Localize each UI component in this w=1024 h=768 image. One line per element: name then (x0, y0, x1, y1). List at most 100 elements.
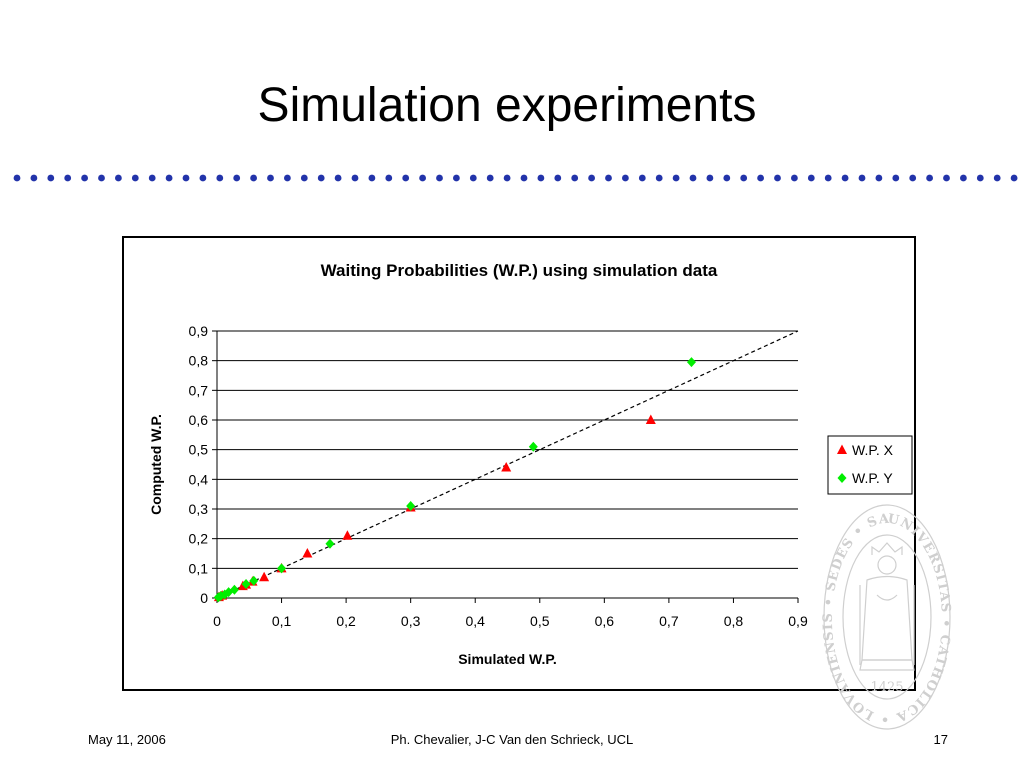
data-point-wp-y (224, 587, 234, 598)
y-tick-label: 0,9 (189, 323, 209, 339)
divider-dot (622, 174, 629, 182)
divider-dot (740, 174, 748, 182)
divider-dot (554, 174, 562, 182)
divider-dot (436, 174, 443, 182)
divider-dot (115, 174, 122, 182)
divider-dot (841, 174, 849, 182)
y-tick-label: 0,6 (189, 412, 209, 428)
divider-dot (98, 174, 105, 182)
divider-dot (943, 174, 950, 182)
x-axis-label: Simulated W.P. (458, 651, 557, 667)
divider-dot (909, 174, 917, 182)
divider-dot (672, 174, 680, 182)
divider-dot (182, 174, 190, 182)
dotted-divider (13, 174, 1018, 182)
divider-dot (486, 174, 494, 182)
y-tick-label: 0,8 (189, 353, 209, 369)
chart-frame (122, 236, 916, 691)
y-tick-label: 0,4 (189, 471, 209, 487)
y-axis-label: Computed W.P. (148, 414, 164, 515)
divider-dot (588, 174, 595, 182)
divider-dot (30, 174, 38, 182)
divider-dot (706, 174, 714, 182)
legend-marker (837, 473, 847, 483)
divider-dot (199, 174, 207, 182)
data-point-wp-y (220, 589, 230, 600)
data-point-wp-x (302, 548, 313, 558)
footer-date: May 11, 2006 (88, 732, 166, 747)
divider-dot (250, 174, 257, 182)
legend-label: W.P. Y (852, 470, 893, 486)
reference-line (216, 330, 799, 599)
data-point-wp-y (249, 575, 259, 586)
x-tick-label: 0,1 (272, 613, 292, 629)
data-point-wp-x (501, 461, 512, 472)
divider-dot (791, 174, 798, 182)
divider-dot (503, 174, 511, 182)
page-number: 17 (933, 732, 948, 747)
divider-dot (807, 174, 815, 182)
x-tick-label: 0,9 (788, 613, 808, 629)
divider-dot (757, 174, 764, 182)
divider-dot (689, 174, 697, 182)
x-tick-label: 0 (213, 613, 221, 629)
divider-dot (300, 174, 308, 182)
data-point-wp-y (277, 563, 287, 574)
chart-title: Waiting Probabilities (W.P.) using simul… (321, 261, 718, 280)
x-tick-label: 0,6 (595, 613, 615, 629)
divider-dot (824, 174, 832, 182)
divider-dot (960, 174, 967, 182)
divider-dot (47, 174, 55, 182)
divider-dot (385, 174, 393, 182)
y-tick-label: 0,5 (189, 442, 209, 458)
seal-figure-icon (859, 542, 915, 671)
divider-dot (148, 174, 156, 182)
x-tick-label: 0,8 (724, 613, 744, 629)
divider-dot (892, 174, 900, 182)
divider-dot (419, 174, 426, 182)
chart-legend: W.P. X W.P. Y (827, 435, 913, 495)
divider-dot (520, 174, 528, 182)
y-tick-label: 0,2 (189, 531, 209, 547)
divider-dot (1010, 174, 1018, 182)
divider-dot (267, 174, 274, 182)
x-tick-label: 0,5 (530, 613, 550, 629)
divider-dot (993, 174, 1001, 182)
divider-dot (976, 174, 984, 182)
footer-authors: Ph. Chevalier, J-C Van den Schrieck, UCL (390, 732, 634, 747)
divider-dot (605, 174, 612, 182)
x-tick-label: 0,4 (465, 613, 485, 629)
divider-dot (655, 174, 663, 182)
x-tick-label: 0,3 (401, 613, 421, 629)
scatter-chart: Waiting Probabilities (W.P.) using simul… (148, 261, 913, 667)
x-tick-label: 0,7 (659, 613, 679, 629)
divider-dot (469, 174, 477, 182)
divider-dot (284, 174, 291, 182)
divider-dot (402, 174, 410, 182)
data-point-wp-y (325, 538, 335, 549)
data-point-wp-y (406, 501, 416, 512)
legend-marker (837, 444, 847, 454)
legend-label: W.P. X (852, 442, 894, 458)
university-seal: UNIVERSITAS • CATHOLICA • LOVANIENSIS • … (822, 495, 952, 730)
divider-dot (926, 174, 933, 182)
slide-title: Simulation experiments (257, 79, 757, 132)
data-point-wp-y (528, 441, 538, 452)
data-point-wp-y (686, 357, 696, 368)
y-tick-label: 0 (200, 590, 208, 606)
divider-dot (875, 174, 883, 182)
divider-dot (774, 174, 781, 182)
data-point-wp-x (342, 530, 353, 540)
divider-dot (723, 174, 731, 182)
divider-dot (131, 174, 139, 182)
data-point-wp-x (645, 414, 656, 424)
data-point-wp-x (259, 571, 270, 582)
y-tick-label: 0,1 (189, 560, 209, 576)
divider-dot (453, 174, 460, 182)
x-tick-label: 0,2 (336, 613, 356, 629)
divider-dot (368, 174, 376, 182)
data-point-wp-y (229, 584, 239, 595)
divider-dot (537, 174, 545, 182)
divider-dot (81, 174, 88, 182)
y-tick-label: 0,7 (189, 382, 209, 398)
